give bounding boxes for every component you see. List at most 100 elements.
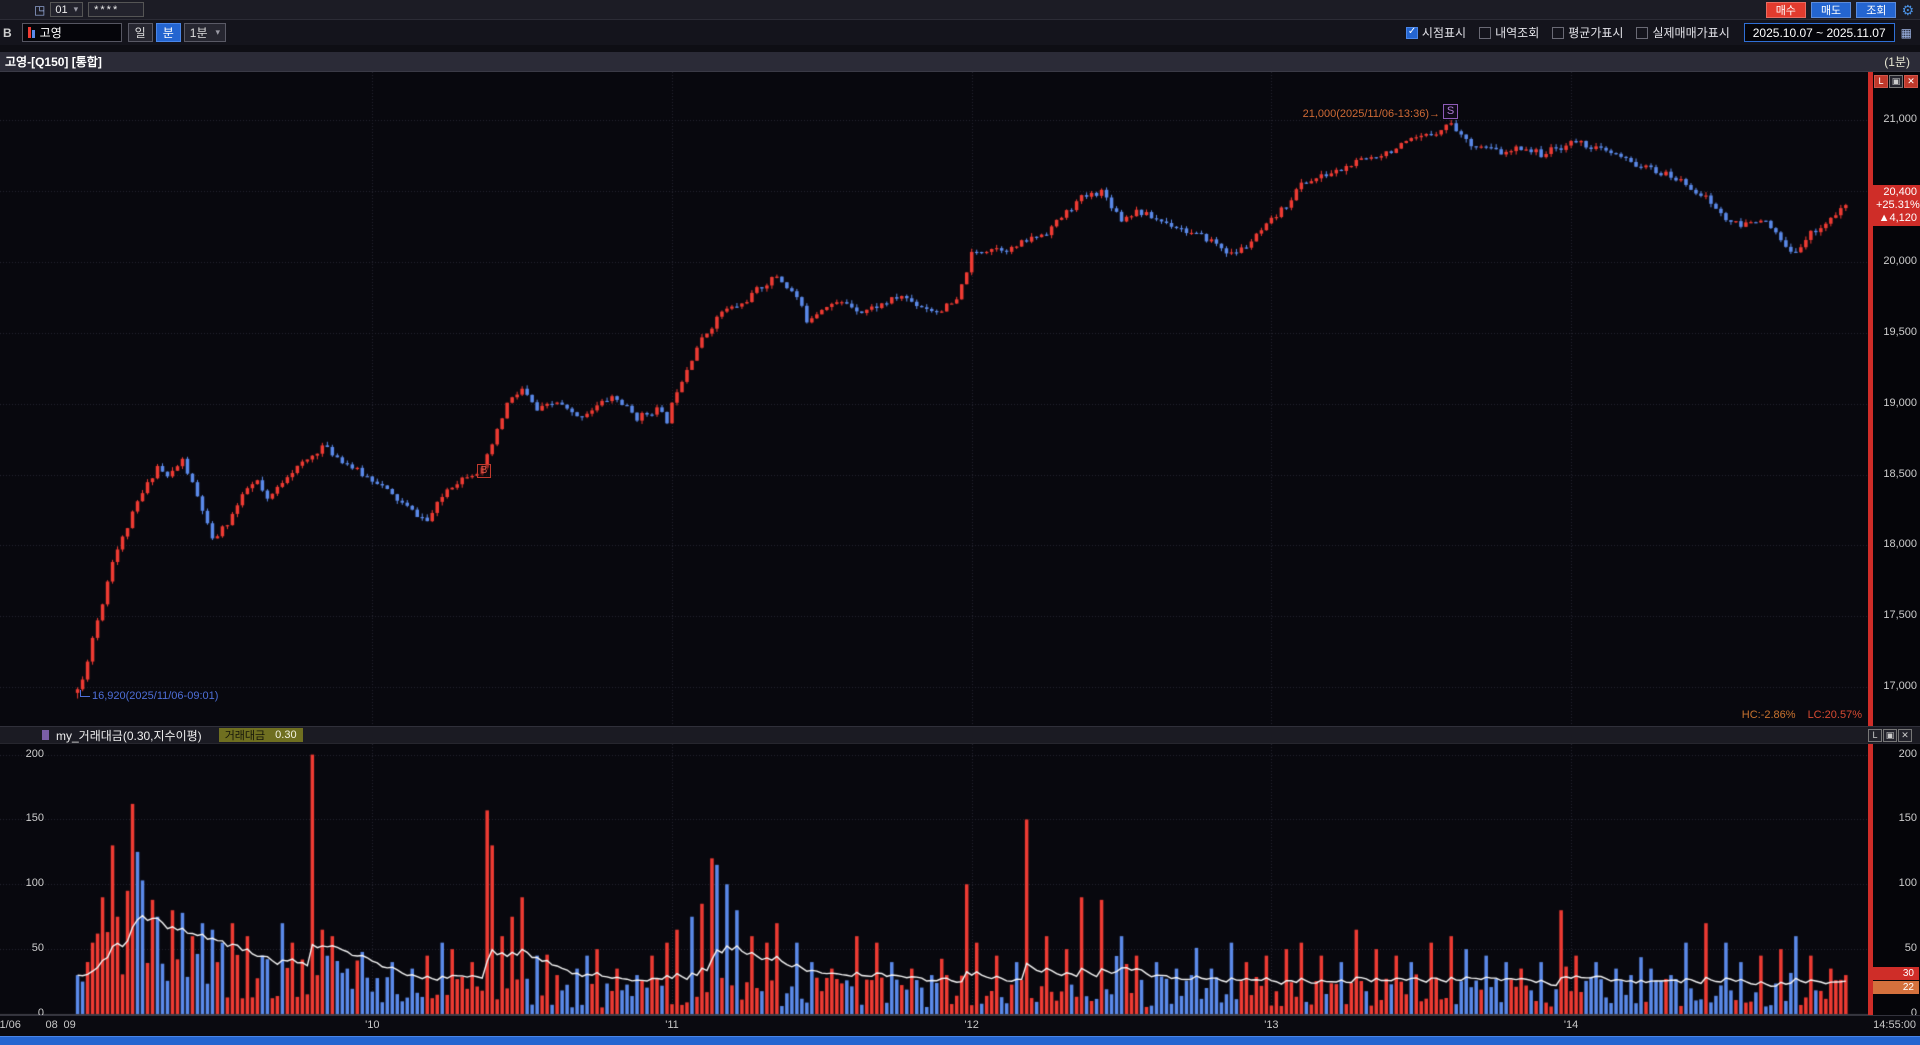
- candle-chart-icon: [27, 27, 35, 38]
- current-price-badge: 20,400 +25.31% ▲4,120: [1873, 185, 1920, 227]
- b-indicator: B: [3, 25, 12, 40]
- time-axis-label: 14:55:00: [1873, 1019, 1916, 1031]
- account-select[interactable]: 01 ▾: [50, 2, 84, 17]
- pane-window-controls: L ▣ ✕: [1874, 75, 1918, 88]
- price-axis-label: 17,000: [1883, 680, 1917, 693]
- top-toolbar: ◳ 01 ▾ **** 매수 매도 조회 ⚙: [0, 0, 1920, 20]
- current-change: ▲4,120: [1878, 212, 1917, 225]
- volume-axis-label: 200: [1898, 747, 1917, 760]
- sell-signal-marker: S: [1443, 104, 1458, 119]
- interval-select-value: 1분: [189, 26, 208, 40]
- volume-chart-pane: 200 150 100 50 0 200 150 100 50 0 30 22: [0, 744, 1920, 1019]
- price-axis-label: 19,000: [1883, 396, 1917, 409]
- time-axis-label: '14: [1563, 1019, 1579, 1031]
- checkbox-label: 시점표시: [1421, 26, 1467, 40]
- time-axis-label: '12: [964, 1019, 979, 1031]
- volume-axis-label: 0: [1910, 1007, 1917, 1019]
- session-high-annotation: 21,000(2025/11/06-13:36)→: [1302, 108, 1440, 120]
- price-chart-pane: 21,00020,50020,00019,50019,00018,50018,0…: [0, 72, 1920, 726]
- calendar-icon[interactable]: ▦: [1900, 25, 1912, 40]
- price-axis-label: 20,000: [1883, 254, 1917, 267]
- volume-axis-label: 150: [1898, 812, 1917, 825]
- checkbox-history-query[interactable]: 내역조회: [1479, 24, 1539, 41]
- volume-axis: 200 150 100 50 0 30 22: [1868, 744, 1920, 1019]
- price-axis-label: 17,500: [1883, 609, 1917, 622]
- volume-legend-value: 0.30: [275, 729, 297, 741]
- price-chart-canvas[interactable]: [0, 72, 1868, 726]
- time-axis: 1/06 08 09 '10 '11 '12 '13 '14 14:55:00: [0, 1015, 1920, 1036]
- time-axis-label: 09: [63, 1019, 76, 1031]
- chart-toolbar: B 고영 일 분 1분 ▾ 시점표시 내역조회 평균가표시: [0, 20, 1920, 45]
- volume-axis-ticks: 200 150 100 50 0: [1868, 744, 1920, 1019]
- current-price: 20,400: [1883, 186, 1917, 199]
- volume-pane-header: my_거래대금(0.30,지수이평) 거래대금 0.30 L ▣ ✕: [0, 726, 1920, 744]
- checkbox-show-points[interactable]: 시점표시: [1405, 24, 1467, 41]
- restore-pane-icon[interactable]: ▣: [1883, 728, 1897, 742]
- price-axis: 21,00020,50020,00019,50019,00018,50018,0…: [1868, 72, 1920, 726]
- lock-pane-icon[interactable]: L: [1868, 728, 1882, 742]
- restore-pane-icon[interactable]: ▣: [1889, 75, 1903, 88]
- chevron-down-icon: ▾: [215, 27, 221, 37]
- chart-title: 고영-[Q150] [통합]: [5, 55, 102, 69]
- time-axis-label: 1/06: [0, 1019, 21, 1031]
- checkbox-icon: [1479, 26, 1492, 39]
- gear-icon[interactable]: ⚙: [1901, 1, 1914, 18]
- password-field[interactable]: ****: [88, 2, 145, 17]
- volume-axis-label: 50: [1904, 942, 1917, 955]
- price-axis-label: 18,000: [1883, 538, 1917, 551]
- price-axis-label: 21,000: [1883, 113, 1917, 125]
- checkbox-label: 실제매매가표시: [1652, 26, 1730, 40]
- close-pane-icon[interactable]: ✕: [1898, 728, 1912, 742]
- chart-interval-label: (1분): [1884, 55, 1910, 69]
- checkbox-label: 평균가표시: [1568, 26, 1624, 40]
- inquiry-button[interactable]: 조회: [1856, 1, 1897, 18]
- date-range-field[interactable]: 2025.10.07 ~ 2025.11.07: [1743, 23, 1895, 42]
- time-axis-label: '10: [365, 1019, 380, 1031]
- chart-pane-header: 고영-[Q150] [통합] (1분): [0, 52, 1920, 72]
- volume-axis-label: 100: [1898, 877, 1917, 890]
- hc-value: HC:-2.86%: [1741, 709, 1796, 721]
- indicator-color-icon: [42, 730, 49, 740]
- price-axis-label: 18,500: [1883, 467, 1917, 480]
- volume-legend-label: 거래대금: [224, 730, 266, 742]
- checkbox-label: 내역조회: [1495, 26, 1540, 40]
- price-axis-label: 19,500: [1883, 325, 1917, 338]
- lock-pane-icon[interactable]: L: [1874, 75, 1888, 88]
- time-axis-label: '13: [1264, 1019, 1279, 1031]
- buy-button[interactable]: 매수: [1765, 1, 1806, 18]
- close-pane-icon[interactable]: ✕: [1904, 75, 1918, 88]
- volume-chart-canvas[interactable]: [0, 744, 1868, 1015]
- volume-axis-strip: [1868, 744, 1873, 1015]
- checkbox-icon: [1636, 26, 1649, 39]
- window-grid-icon[interactable]: ◳: [34, 2, 46, 17]
- volume-legend: 거래대금 0.30: [218, 728, 303, 742]
- session-low-annotation: 16,920(2025/11/06-09:01): [80, 690, 218, 702]
- price-axis-strip: [1868, 72, 1873, 726]
- last-volume-badge: 30: [1873, 967, 1919, 981]
- minute-period-button[interactable]: 분: [155, 23, 181, 42]
- checkbox-real-trade-price[interactable]: 실제매매가표시: [1636, 24, 1730, 41]
- volume-ma-badge: 22: [1873, 981, 1919, 995]
- account-select-value: 01: [55, 3, 68, 16]
- checkbox-icon: [1552, 26, 1565, 39]
- symbol-input[interactable]: 고영: [21, 23, 122, 42]
- chevron-down-icon: ▾: [73, 4, 79, 14]
- horizontal-scrollbar[interactable]: [0, 1036, 1920, 1045]
- day-period-button[interactable]: 일: [127, 23, 153, 42]
- toolbar-spacer: [0, 45, 1920, 52]
- interval-select[interactable]: 1분 ▾: [183, 23, 227, 42]
- lc-value: LC:20.57%: [1807, 709, 1862, 721]
- checkbox-icon: [1405, 26, 1418, 39]
- current-change-pct: +25.31%: [1876, 199, 1920, 212]
- hc-lc-readout: HC:-2.86% LC:20.57%: [1742, 709, 1862, 721]
- pane-window-controls: L ▣ ✕: [1868, 728, 1912, 742]
- time-axis-label: '11: [665, 1019, 679, 1031]
- sell-button[interactable]: 매도: [1810, 1, 1852, 18]
- symbol-input-value: 고영: [39, 26, 62, 40]
- checkbox-avg-price[interactable]: 평균가표시: [1552, 24, 1623, 41]
- password-mask: ****: [94, 3, 120, 16]
- time-axis-label: 08: [45, 1019, 58, 1031]
- price-axis-ticks: 21,00020,50020,00019,50019,00018,50018,0…: [1868, 72, 1920, 726]
- volume-indicator-title: my_거래대금(0.30,지수이평): [56, 728, 202, 743]
